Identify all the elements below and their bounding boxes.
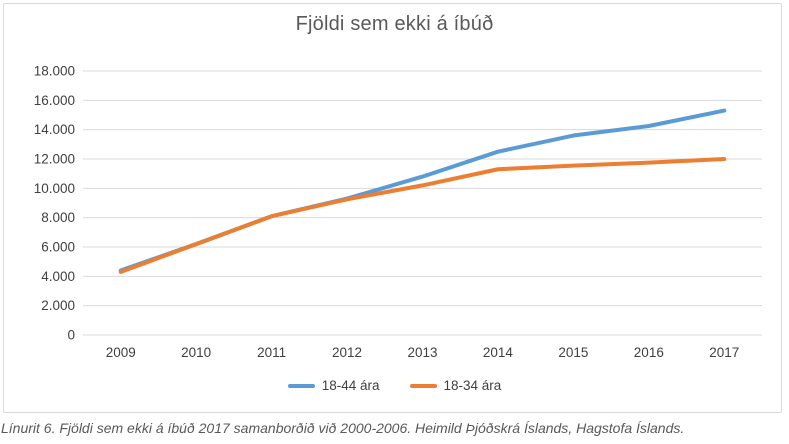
x-tick-label: 2012 xyxy=(332,345,362,360)
chart-legend: 18-44 ára 18-34 ára xyxy=(0,378,789,393)
legend-label: 18-34 ára xyxy=(443,378,502,393)
y-tick-label: 4.000 xyxy=(41,269,75,284)
x-tick-label: 2015 xyxy=(558,345,588,360)
y-tick-label: 14.000 xyxy=(34,122,75,137)
y-tick-label: 6.000 xyxy=(41,240,75,255)
y-tick-label: 10.000 xyxy=(34,181,75,196)
y-tick-label: 0 xyxy=(67,328,75,343)
x-tick-label: 2014 xyxy=(483,345,514,360)
series-line-18-34-ára xyxy=(118,157,727,274)
legend-label: 18-44 ára xyxy=(321,378,380,393)
y-tick-label: 16.000 xyxy=(34,93,75,108)
y-tick-label: 12.000 xyxy=(34,152,75,167)
legend-item: 18-34 ára xyxy=(409,378,502,393)
y-tick-label: 2.000 xyxy=(41,298,75,313)
y-tick-label: 8.000 xyxy=(41,210,75,225)
figure-caption: Línurit 6. Fjöldi sem ekki á íbúð 2017 s… xyxy=(1,420,685,436)
x-tick-label: 2017 xyxy=(709,345,739,360)
y-tick-label: 18.000 xyxy=(34,64,75,79)
series-line-18-44-ára xyxy=(118,108,727,273)
legend-line-swatch xyxy=(287,383,315,388)
x-tick-label: 2010 xyxy=(181,345,211,360)
legend-item: 18-44 ára xyxy=(287,378,380,393)
x-tick-label: 2009 xyxy=(106,345,136,360)
x-tick-label: 2013 xyxy=(407,345,437,360)
chart-title: Fjöldi sem ekki á íbúð xyxy=(295,13,494,35)
x-tick-label: 2011 xyxy=(257,345,286,360)
legend-line-swatch xyxy=(409,383,437,388)
x-tick-label: 2016 xyxy=(634,345,664,360)
